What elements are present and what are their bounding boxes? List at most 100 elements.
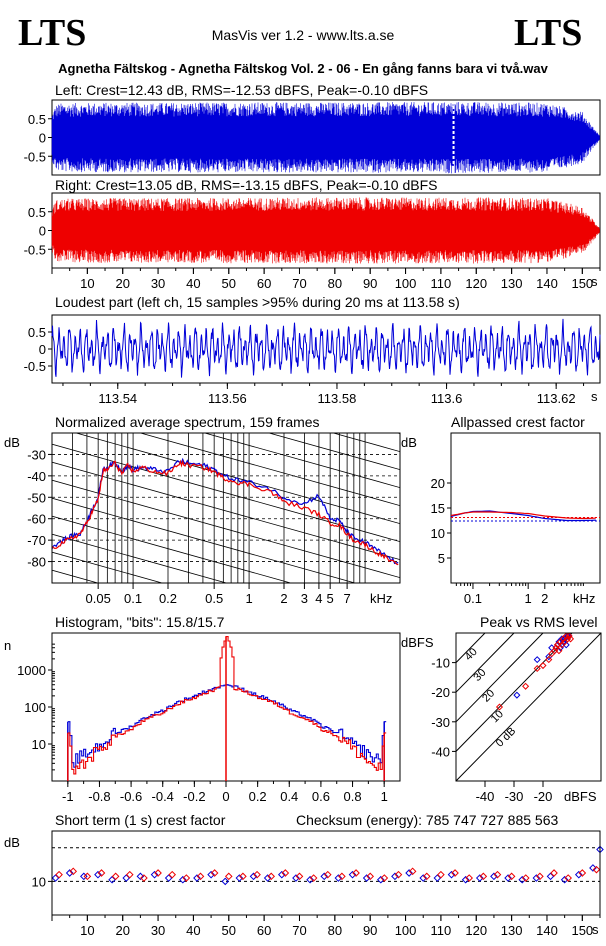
short-term-left-point bbox=[136, 872, 145, 881]
x-tick-label: -40 bbox=[476, 789, 495, 804]
short-term-left-point bbox=[263, 874, 272, 882]
short-term-left-point bbox=[193, 874, 201, 882]
short-term-right-point bbox=[55, 870, 63, 879]
short-term-x-unit: s bbox=[592, 922, 599, 937]
short-term-left-point bbox=[249, 872, 258, 881]
right-channel-title: Right: Crest=13.05 dB, RMS=-13.15 dBFS, … bbox=[55, 177, 438, 193]
x-tick-label: 7 bbox=[343, 591, 350, 606]
plot-frame bbox=[455, 632, 602, 782]
x-tick-label: 113.6 bbox=[431, 391, 463, 406]
axis-unit-labels: s s dB kHz dB kHz n dBFS dBFS dB s bbox=[4, 274, 599, 937]
x-tick-label: 140 bbox=[536, 923, 558, 938]
spectrum-title: Normalized average spectrum, 159 frames bbox=[55, 414, 320, 430]
loudest-part-chart: 0.5 0 -0.5 113.54 113.56 113.58 113.6 113.62 bbox=[24, 314, 601, 406]
short-term-right-point bbox=[196, 872, 205, 881]
short-term-right-point bbox=[451, 869, 459, 877]
short-term-left-point bbox=[532, 874, 541, 882]
short-term-right-point bbox=[295, 872, 304, 881]
short-term-left-point bbox=[207, 870, 215, 879]
x-tick-label: 3 bbox=[301, 591, 308, 606]
x-tick-label: 0.5 bbox=[205, 591, 223, 606]
short-term-right-point bbox=[394, 870, 403, 879]
short-term-right-point bbox=[267, 872, 276, 881]
y-tick-label: 0.5 bbox=[28, 325, 46, 340]
spectrum-x-unit: kHz bbox=[370, 591, 392, 606]
x-tick-label: 100 bbox=[395, 276, 417, 291]
slope-line bbox=[52, 515, 293, 583]
peak-rms-right-point bbox=[567, 635, 575, 643]
slope-line bbox=[203, 433, 400, 489]
peak-rms-left-point bbox=[533, 656, 541, 664]
y-tick-label: -30 bbox=[431, 715, 450, 730]
x-tick-label: 113.58 bbox=[318, 391, 357, 406]
slope-line bbox=[52, 479, 400, 579]
slope-line bbox=[52, 569, 100, 583]
short-term-left-point bbox=[391, 872, 399, 881]
diagonal-label: 40 bbox=[463, 646, 480, 663]
y-tick-label: -70 bbox=[27, 533, 46, 548]
x-tick-label: 110 bbox=[431, 923, 452, 938]
y-tick-label: 15 bbox=[431, 501, 445, 516]
x-tick-label: 40 bbox=[186, 923, 200, 938]
left-channel-title: Left: Crest=12.43 dB, RMS=-12.53 dBFS, P… bbox=[55, 82, 429, 98]
crest-diagonal bbox=[456, 633, 515, 693]
short-term-left-point bbox=[178, 875, 187, 884]
logo-left: LTS bbox=[18, 12, 87, 54]
y-tick-label: -30 bbox=[27, 447, 46, 462]
short-term-right-point bbox=[168, 870, 177, 879]
short-term-right-point bbox=[111, 872, 120, 881]
x-tick-label: 2 bbox=[280, 591, 287, 606]
short-term-left-point bbox=[320, 872, 329, 881]
short-term-right-point bbox=[140, 874, 148, 882]
x-tick-label: 0.8 bbox=[344, 789, 362, 804]
plot-frame bbox=[450, 432, 601, 584]
short-term-left-point bbox=[334, 874, 343, 882]
x-tick-label: 60 bbox=[257, 276, 271, 291]
histogram-title: Histogram, "bits": 15.8/15.7 bbox=[55, 614, 225, 630]
short-term-right-point bbox=[224, 872, 233, 881]
short-term-right-point bbox=[97, 869, 106, 877]
short-term-right-point bbox=[323, 870, 332, 879]
x-tick-label: -20 bbox=[534, 789, 553, 804]
short-term-left-point bbox=[348, 870, 357, 879]
x-tick-label: 50 bbox=[222, 923, 236, 938]
short-term-right-point bbox=[550, 869, 558, 877]
short-term-left-point bbox=[235, 874, 244, 882]
x-tick-label: 20 bbox=[115, 276, 129, 291]
x-tick-label: 80 bbox=[328, 923, 342, 938]
slope-line bbox=[331, 433, 400, 453]
right-waveform bbox=[51, 197, 600, 264]
x-tick-label: 90 bbox=[363, 923, 377, 938]
app-name: MasVis ver 1.2 - www.lts.a.se bbox=[211, 27, 395, 43]
x-tick-label: 0.05 bbox=[86, 591, 111, 606]
slope-line bbox=[267, 433, 400, 471]
diagonal-label: 20 bbox=[480, 687, 497, 704]
y-tick-label: 0 bbox=[39, 131, 46, 146]
spectrum-chart: -30 -40 -50 -60 -70 -80 0.05 0.1 0.2 0.5 1 2 3 4 5 7 bbox=[27, 432, 401, 606]
y-tick-label: -40 bbox=[431, 744, 450, 759]
short-term-left-point bbox=[362, 874, 371, 882]
histogram-right-series bbox=[67, 636, 387, 775]
histogram-left-series bbox=[67, 684, 387, 768]
short-term-left-point bbox=[306, 875, 314, 884]
x-tick-label: 140 bbox=[536, 276, 558, 291]
x-tick-label: 40 bbox=[186, 276, 200, 291]
x-tick-label: 1 bbox=[525, 591, 532, 606]
y-tick-label: -0.5 bbox=[24, 359, 46, 374]
short-term-left-point bbox=[221, 877, 230, 886]
short-term-right-point bbox=[564, 874, 572, 882]
diagonal-label: 10 bbox=[489, 708, 506, 725]
y-tick-label: 0 bbox=[39, 224, 46, 239]
allpass-chart: 20 15 10 5 0.1 1 2 bbox=[431, 432, 601, 606]
x-tick-label: -0.2 bbox=[183, 789, 205, 804]
x-tick-label: -30 bbox=[505, 789, 524, 804]
x-tick-label: 130 bbox=[501, 923, 523, 938]
short-term-y-label: dB bbox=[4, 835, 20, 850]
loudest-part-title: Loudest part (left ch, 15 samples >95% d… bbox=[55, 294, 460, 310]
x-tick-label: 0.6 bbox=[312, 789, 330, 804]
short-term-left-point bbox=[461, 875, 470, 884]
short-term-left-point bbox=[447, 870, 456, 879]
peak-rms-y-label: dBFS bbox=[401, 635, 434, 650]
slope-line bbox=[52, 497, 357, 583]
